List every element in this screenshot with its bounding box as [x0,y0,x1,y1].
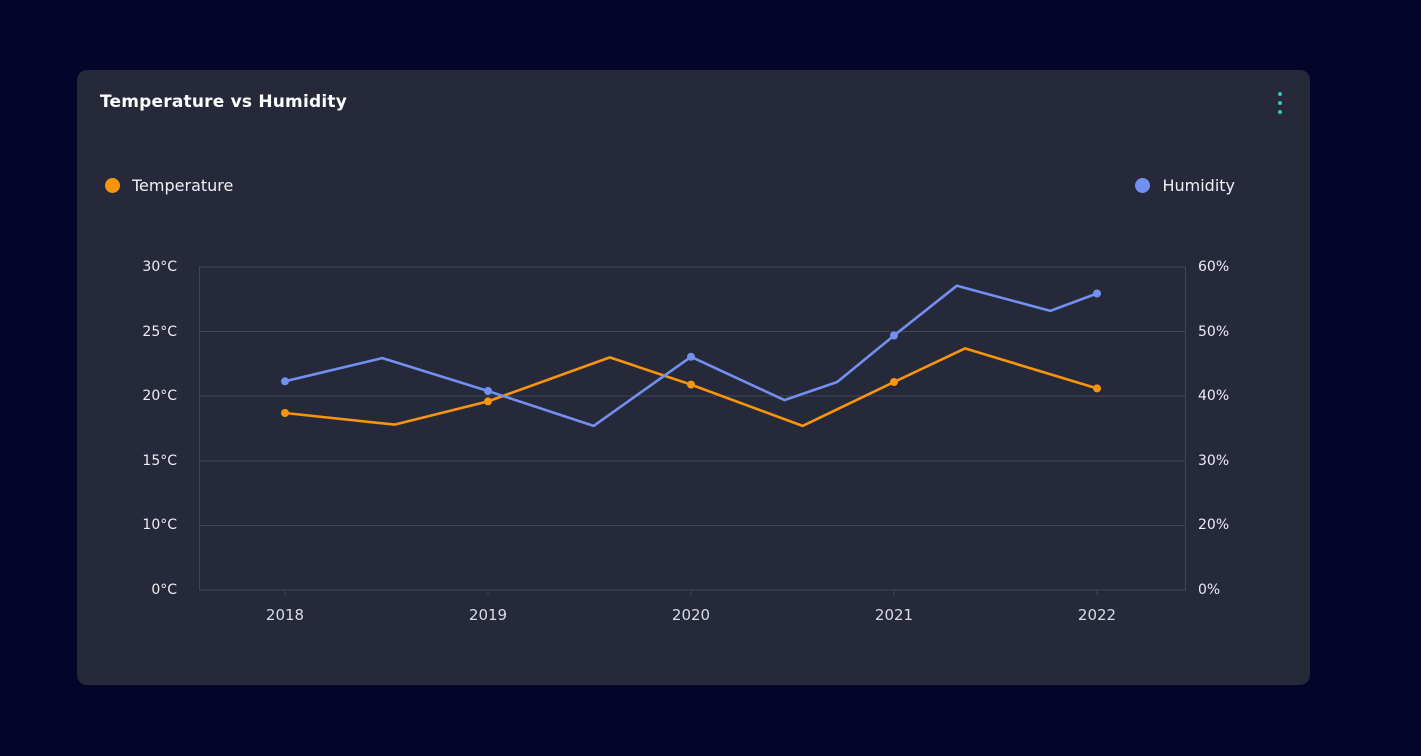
temperature-data-point[interactable] [687,380,695,389]
left-axis-tick-label: 25°C [142,323,177,340]
plot-svg [199,266,1186,595]
left-axis-tick-label: 30°C [142,259,177,275]
temperature-data-point[interactable] [484,397,492,406]
right-axis-tick-label: 0% [1198,582,1221,598]
card-title: Temperature vs Humidity [100,92,347,112]
humidity-line [283,284,1099,428]
right-axis-tick-label: 30% [1198,452,1230,469]
humidity-data-point[interactable] [281,377,289,386]
chart-card: Temperature vs Humidity Temperature Humi… [77,70,1310,685]
legend-item-temperature[interactable]: Temperature [105,176,233,195]
left-axis-tick-label: 15°C [142,452,177,469]
kebab-menu-icon[interactable] [1271,90,1289,116]
left-axis-tick-label: 10°C [142,517,177,534]
kebab-dot [1278,110,1282,114]
left-axis-tick-label: 20°C [142,388,177,405]
humidity-legend-label: Humidity [1162,176,1235,195]
x-tick-label: 2022 [1077,606,1117,624]
temperature-legend-dot [105,178,120,193]
humidity-data-point[interactable] [484,387,492,395]
x-tick-label: 2021 [874,606,914,624]
left-axis-tick-label: 0°C [151,582,177,598]
humidity-data-point[interactable] [687,352,695,361]
x-tick-label: 2019 [468,606,508,624]
right-axis-tick-label: 50% [1198,323,1230,340]
temperature-data-point[interactable] [281,409,289,417]
x-tick-label: 2020 [671,606,711,624]
right-axis-tick-label: 60% [1198,259,1230,275]
right-axis-tick-label: 40% [1198,388,1230,405]
humidity-data-point[interactable] [1093,289,1101,298]
temperature-legend-label: Temperature [132,176,234,195]
x-tick-label: 2018 [265,606,305,624]
kebab-dot [1278,92,1282,96]
legend-item-humidity[interactable]: Humidity [1135,176,1235,195]
humidity-legend-dot [1135,178,1151,193]
humidity-data-point[interactable] [890,331,898,340]
temperature-data-point[interactable] [890,378,898,386]
right-axis-tick-label: 20% [1198,517,1230,534]
temperature-data-point[interactable] [1093,384,1101,393]
kebab-dot [1278,101,1282,105]
